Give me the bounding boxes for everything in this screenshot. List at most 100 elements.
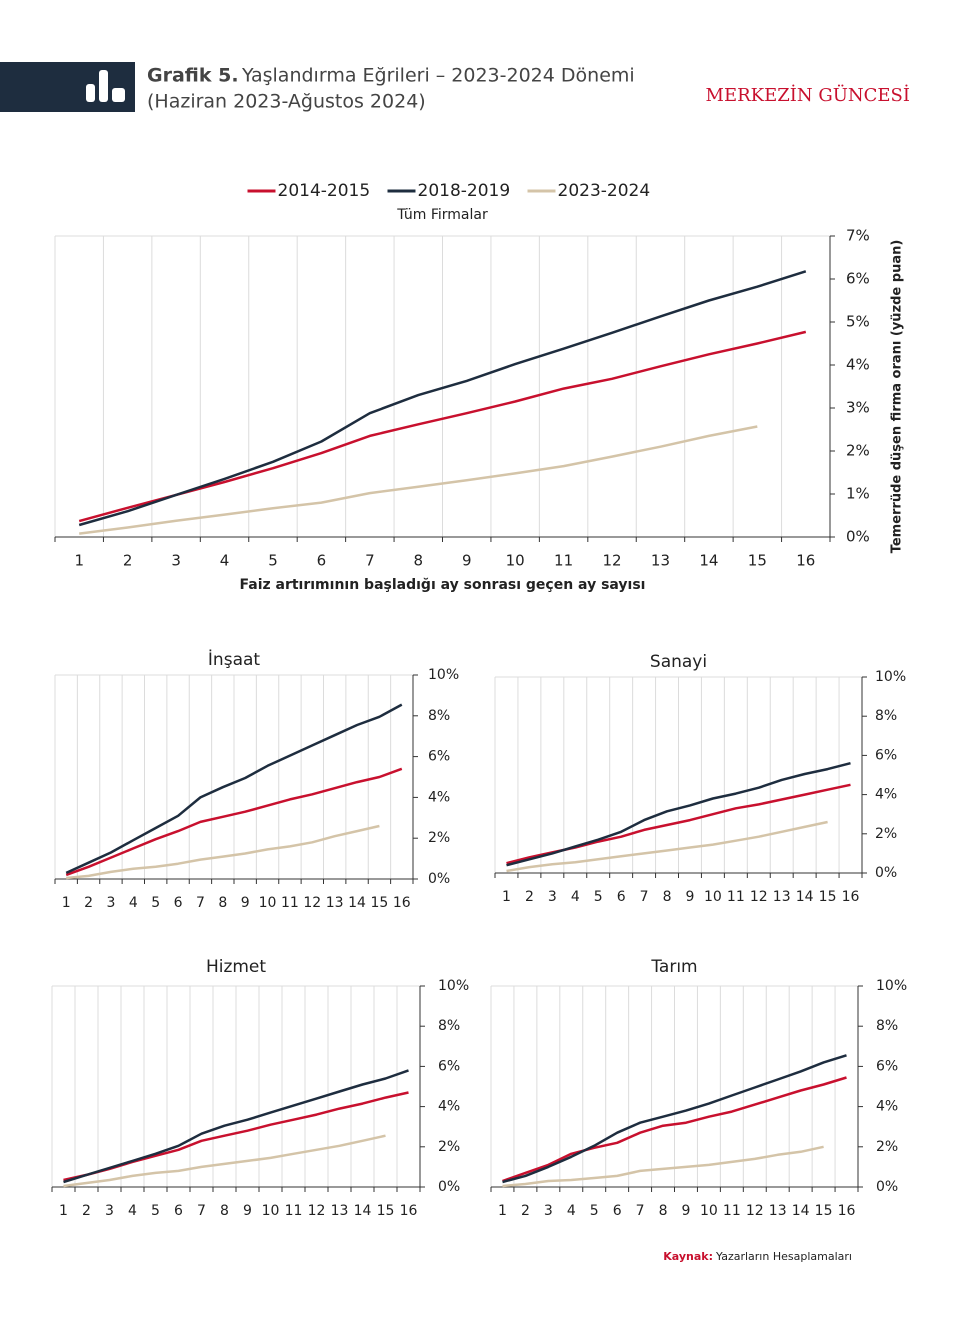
x-tick-label: 7 (636, 1203, 645, 1219)
x-tick-label: 15 (371, 895, 389, 911)
header-label: Grafik 5. (147, 65, 239, 87)
y-tick-label: 10% (428, 667, 459, 683)
x-tick-label: 15 (819, 889, 837, 905)
x-tick-label: 16 (393, 895, 411, 911)
x-tick-label: 6 (174, 895, 183, 911)
x-tick-label: 10 (700, 1203, 718, 1219)
x-tick-label: 9 (682, 1203, 691, 1219)
y-tick-label: 2% (876, 1139, 898, 1155)
y-tick-label: 7% (846, 227, 870, 245)
x-tick-label: 5 (268, 552, 278, 570)
series-line (502, 1145, 824, 1188)
x-tick-label: 4 (567, 1203, 576, 1219)
y-tick-label: 1% (846, 485, 870, 503)
x-tick-label: 10 (704, 889, 722, 905)
y-tick-label: 4% (876, 1099, 898, 1115)
x-tick-label: 16 (796, 552, 815, 570)
x-tick-label: 8 (414, 552, 424, 570)
series-line (78, 270, 807, 527)
y-tick-label: 0% (438, 1179, 460, 1195)
x-tick-label: 12 (746, 1203, 764, 1219)
x-tick-label: 16 (842, 889, 860, 905)
series-line (66, 824, 380, 880)
x-tick-label: 2 (82, 1203, 91, 1219)
header-bar (0, 62, 135, 112)
x-tick-label: 7 (196, 895, 205, 911)
x-tick-label: 2 (525, 889, 534, 905)
x-tick-label: 11 (285, 1203, 303, 1219)
y-tick-label: 4% (846, 356, 870, 374)
x-tick-label: 9 (462, 552, 472, 570)
x-tick-label: 16 (838, 1203, 856, 1219)
chart-title: Hizmet (206, 957, 266, 977)
x-tick-label: 3 (105, 1203, 114, 1219)
x-tick-label: 8 (220, 1203, 229, 1219)
x-tick-label: 7 (197, 1203, 206, 1219)
x-tick-label: 3 (544, 1203, 553, 1219)
y-tick-label: 6% (876, 1058, 898, 1074)
x-tick-label: 7 (640, 889, 649, 905)
series-line (506, 820, 828, 873)
x-tick-label: 1 (62, 895, 71, 911)
x-tick-label: 11 (723, 1203, 741, 1219)
x-tick-label: 12 (602, 552, 621, 570)
x-tick-label: 4 (129, 895, 138, 911)
x-tick-label: 11 (727, 889, 745, 905)
y-tick-label: 8% (428, 708, 450, 724)
x-tick-label: 10 (262, 1203, 280, 1219)
x-tick-label: 12 (308, 1203, 326, 1219)
series-line (506, 761, 851, 867)
series-line (502, 1076, 847, 1183)
y-tick-label: 8% (875, 708, 897, 724)
y-tick-label: 5% (846, 313, 870, 331)
header-icon (86, 70, 125, 102)
source-text: Yazarların Hesaplamaları (715, 1250, 852, 1263)
y-tick-label: 10% (438, 978, 469, 994)
x-tick-label: 13 (651, 552, 670, 570)
x-axis-label: Faiz artırımının başladığı ay sonrası ge… (240, 577, 646, 593)
y-tick-label: 8% (438, 1018, 460, 1034)
x-tick-label: 12 (750, 889, 768, 905)
y-tick-label: 4% (438, 1099, 460, 1115)
y-tick-label: 2% (846, 442, 870, 460)
chart-title: Tarım (650, 957, 697, 977)
x-tick-label: 5 (151, 1203, 160, 1219)
x-tick-label: 5 (590, 1203, 599, 1219)
x-tick-label: 13 (331, 1203, 349, 1219)
y-tick-label: 10% (876, 978, 907, 994)
x-tick-label: 5 (594, 889, 603, 905)
x-tick-label: 8 (659, 1203, 668, 1219)
series-line (63, 1134, 386, 1188)
legend-label: 2018-2019 (418, 181, 511, 201)
header-subtitle: (Haziran 2023-Ağustos 2024) (147, 91, 426, 113)
x-tick-label: 13 (326, 895, 344, 911)
x-tick-label: 3 (106, 895, 115, 911)
x-tick-label: 1 (502, 889, 511, 905)
x-tick-label: 11 (281, 895, 299, 911)
series-line (63, 1069, 409, 1184)
y-tick-label: 10% (875, 669, 906, 685)
x-tick-label: 13 (769, 1203, 787, 1219)
y-tick-label: 0% (428, 871, 450, 887)
x-tick-label: 14 (796, 889, 814, 905)
x-tick-label: 4 (128, 1203, 137, 1219)
x-tick-label: 2 (84, 895, 93, 911)
x-tick-label: 4 (220, 552, 230, 570)
x-tick-label: 5 (151, 895, 160, 911)
chart-title: Tüm Firmalar (396, 207, 488, 223)
x-tick-label: 9 (243, 1203, 252, 1219)
y-tick-label: 6% (875, 747, 897, 763)
x-tick-label: 1 (59, 1203, 68, 1219)
series-line (78, 330, 807, 523)
legend-label: 2023-2024 (558, 181, 651, 201)
y-tick-label: 6% (428, 749, 450, 765)
chart-title: Sanayi (650, 652, 707, 672)
x-tick-label: 14 (699, 552, 718, 570)
x-tick-label: 7 (365, 552, 375, 570)
y-tick-label: 0% (846, 528, 870, 546)
brand: MERKEZİN GÜNCESİ (706, 83, 910, 106)
series-line (79, 425, 758, 535)
series-line (502, 1054, 847, 1184)
series-line (65, 767, 403, 877)
